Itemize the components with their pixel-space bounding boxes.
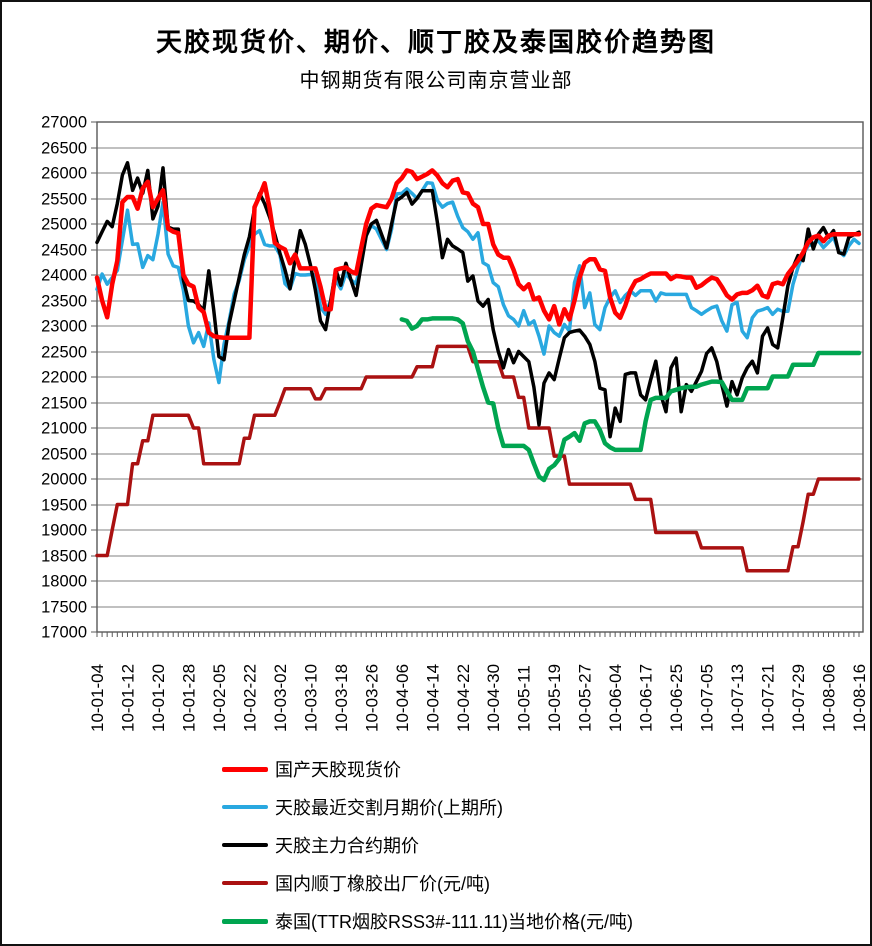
plot-border xyxy=(96,121,864,633)
x-tick-label: 10-01-12 xyxy=(118,664,137,732)
y-tick-label: 20000 xyxy=(41,471,87,489)
y-tick-label: 19500 xyxy=(41,497,87,515)
x-tick-label: 10-05-27 xyxy=(576,664,595,732)
x-tick-label: 10-05-11 xyxy=(515,665,534,732)
y-tick-label: 22000 xyxy=(41,369,87,387)
y-tick-label: 27000 xyxy=(41,114,87,132)
series-line-main_futures xyxy=(95,161,861,439)
y-tick-label: 17500 xyxy=(41,599,87,617)
x-tick-label: 10-07-13 xyxy=(728,664,747,732)
y-tick-label: 24500 xyxy=(41,242,87,260)
legend-swatch-br-rubber xyxy=(222,881,268,885)
series-line-spot xyxy=(94,168,862,340)
y-tick-label: 25500 xyxy=(41,191,87,209)
x-tick-label: 10-01-04 xyxy=(88,664,107,732)
x-tick-label: 10-03-10 xyxy=(301,664,320,732)
y-tick-label: 25000 xyxy=(41,216,87,234)
legend-label-thai-rss3: 泰国(TTR烟胶RSS3#-111.11)当地价格(元/吨) xyxy=(275,912,634,932)
x-tick-label: 10-04-06 xyxy=(393,664,412,732)
x-tick-label: 10-01-28 xyxy=(179,664,198,732)
legend-label-br-rubber: 国内顺丁橡胶出厂价(元/吨) xyxy=(275,874,490,894)
x-tick-label: 10-01-20 xyxy=(149,664,168,732)
x-tick-label: 10-03-02 xyxy=(271,664,290,732)
y-axis-labels: 17000 17500 18000 18500 19000 19500 20000 20500… xyxy=(41,114,87,642)
y-tick-label: 22500 xyxy=(41,344,87,362)
legend-label-main-futures: 天胶主力合约期价 xyxy=(275,836,419,856)
y-tick-label: 26000 xyxy=(41,165,87,183)
x-tick-label: 10-03-18 xyxy=(332,664,351,732)
x-tick-label: 10-07-21 xyxy=(759,664,778,732)
x-tick-label: 10-02-22 xyxy=(240,664,259,732)
legend-item-nearby-futures: 天胶最近交割月期价(上期所) xyxy=(222,788,842,826)
x-tick-label: 10-07-29 xyxy=(789,664,808,732)
chart-title: 天胶现货价、期价、顺丁胶及泰国胶价趋势图 xyxy=(155,28,716,57)
x-axis-ticks xyxy=(96,632,860,637)
legend-swatch-thai-rss3 xyxy=(222,918,268,924)
legend-item-br-rubber: 国内顺丁橡胶出厂价(元/吨) xyxy=(222,864,842,902)
x-tick-label: 10-06-25 xyxy=(667,664,686,732)
legend-item-spot: 国产天胶现货价 xyxy=(222,750,842,788)
series-line-br_rubber xyxy=(95,344,861,573)
y-tick-label: 21500 xyxy=(41,395,87,413)
y-tick-label: 23500 xyxy=(41,293,87,311)
x-tick-label: 10-06-17 xyxy=(637,664,656,732)
chart-subtitle: 中钢期货有限公司南京营业部 xyxy=(299,70,573,92)
legend-label-nearby-futures: 天胶最近交割月期价(上期所) xyxy=(275,798,503,818)
y-tick-label: 24000 xyxy=(41,267,87,285)
y-tick-label: 18000 xyxy=(41,573,87,591)
x-tick-label: 10-04-30 xyxy=(484,664,503,732)
legend-label-spot: 国产天胶现货价 xyxy=(275,760,401,780)
x-tick-label: 10-08-06 xyxy=(820,664,839,732)
y-tick-label: 20500 xyxy=(41,446,87,464)
legend-swatch-main-futures xyxy=(222,843,268,847)
x-tick-label: 10-04-14 xyxy=(423,664,442,732)
y-tick-label: 21000 xyxy=(41,420,87,438)
legend-item-main-futures: 天胶主力合约期价 xyxy=(222,826,842,864)
x-tick-label: 10-06-04 xyxy=(606,664,625,732)
x-axis-labels: 10-01-04 10-01-12 10-01-20 10-01-28 10-02-05… xyxy=(88,664,869,732)
y-tick-label: 26500 xyxy=(41,140,87,158)
y-axis-ticks xyxy=(91,121,97,633)
series-line-thai_rss3 xyxy=(399,316,862,483)
legend-item-thai-rss3: 泰国(TTR烟胶RSS3#-111.11)当地价格(元/吨) xyxy=(222,902,842,940)
legend-swatch-nearby-futures xyxy=(222,805,268,809)
y-tick-label: 23000 xyxy=(41,318,87,336)
x-tick-label: 10-02-05 xyxy=(210,664,229,732)
y-tick-label: 17000 xyxy=(41,624,87,642)
x-tick-label: 10-03-26 xyxy=(362,664,381,732)
x-tick-label: 10-05-19 xyxy=(545,664,564,732)
series-line-nearby_futures xyxy=(95,180,861,385)
legend: 国产天胶现货价 天胶最近交割月期价(上期所) 天胶主力合约期价 国内顺丁橡胶出厂… xyxy=(222,750,842,940)
x-tick-label: 10-08-16 xyxy=(850,664,869,732)
x-tick-label: 10-04-22 xyxy=(454,664,473,732)
y-tick-label: 18500 xyxy=(41,548,87,566)
legend-swatch-spot xyxy=(222,766,268,772)
x-tick-label: 10-07-05 xyxy=(698,664,717,732)
y-tick-label: 19000 xyxy=(41,522,87,540)
